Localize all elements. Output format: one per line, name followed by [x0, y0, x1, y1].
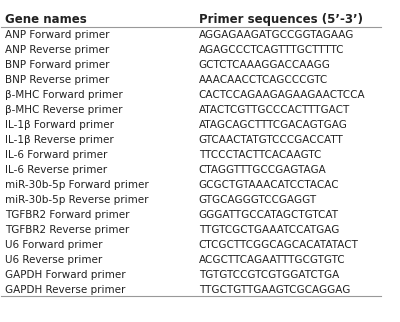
- Text: ANP Forward primer: ANP Forward primer: [5, 30, 110, 40]
- Text: Gene names: Gene names: [5, 13, 87, 25]
- Text: CACTCCAGAAGAGAAGAACTCCA: CACTCCAGAAGAGAAGAACTCCA: [199, 90, 365, 100]
- Text: ACGCTTCAGAATTTGCGTGTC: ACGCTTCAGAATTTGCGTGTC: [199, 255, 345, 265]
- Text: β-MHC Forward primer: β-MHC Forward primer: [5, 90, 123, 100]
- Text: GAPDH Forward primer: GAPDH Forward primer: [5, 270, 126, 280]
- Text: TGFBR2 Reverse primer: TGFBR2 Reverse primer: [5, 225, 130, 235]
- Text: U6 Reverse primer: U6 Reverse primer: [5, 255, 102, 265]
- Text: ATACTCGTTGCCCACTTTGACT: ATACTCGTTGCCCACTTTGACT: [199, 105, 350, 115]
- Text: ATAGCAGCTTTCGACAGTGAG: ATAGCAGCTTTCGACAGTGAG: [199, 120, 348, 130]
- Text: Primer sequences (5’-3’): Primer sequences (5’-3’): [199, 13, 363, 25]
- Text: AGAGCCCTCAGTTTGCTTTTC: AGAGCCCTCAGTTTGCTTTTC: [199, 45, 344, 55]
- Text: miR-30b-5p Reverse primer: miR-30b-5p Reverse primer: [5, 195, 149, 205]
- Text: IL-1β Forward primer: IL-1β Forward primer: [5, 120, 114, 130]
- Text: IL-6 Reverse primer: IL-6 Reverse primer: [5, 165, 107, 175]
- Text: TTGTCGCTGAAATCCATGAG: TTGTCGCTGAAATCCATGAG: [199, 225, 339, 235]
- Text: β-MHC Reverse primer: β-MHC Reverse primer: [5, 105, 123, 115]
- Text: U6 Forward primer: U6 Forward primer: [5, 240, 103, 250]
- Text: TTGCTGTTGAAGTCGCAGGAG: TTGCTGTTGAAGTCGCAGGAG: [199, 285, 350, 295]
- Text: GCGCTGTAAACATCCTACAC: GCGCTGTAAACATCCTACAC: [199, 180, 339, 190]
- Text: IL-6 Forward primer: IL-6 Forward primer: [5, 150, 108, 160]
- Text: GGGATTGCCATAGCTGTCAT: GGGATTGCCATAGCTGTCAT: [199, 210, 339, 220]
- Text: CTAGGTTTGCCGAGTAGA: CTAGGTTTGCCGAGTAGA: [199, 165, 326, 175]
- Text: TGTGTCCGTCGTGGATCTGA: TGTGTCCGTCGTGGATCTGA: [199, 270, 339, 280]
- Text: AGGAGAAGATGCCGGTAGAAG: AGGAGAAGATGCCGGTAGAAG: [199, 30, 354, 40]
- Text: IL-1β Reverse primer: IL-1β Reverse primer: [5, 135, 114, 145]
- Text: miR-30b-5p Forward primer: miR-30b-5p Forward primer: [5, 180, 149, 190]
- Text: GTCAACTATGTCCCGACCATT: GTCAACTATGTCCCGACCATT: [199, 135, 344, 145]
- Text: BNP Forward primer: BNP Forward primer: [5, 60, 110, 70]
- Text: ANP Reverse primer: ANP Reverse primer: [5, 45, 110, 55]
- Text: GTGCAGGGTCCGAGGT: GTGCAGGGTCCGAGGT: [199, 195, 317, 205]
- Text: CTCGCTTCGGCAGCACATATACT: CTCGCTTCGGCAGCACATATACT: [199, 240, 358, 250]
- Text: TTCCCTACTTCACAAGTC: TTCCCTACTTCACAAGTC: [199, 150, 321, 160]
- Text: GAPDH Reverse primer: GAPDH Reverse primer: [5, 285, 126, 295]
- Text: BNP Reverse primer: BNP Reverse primer: [5, 75, 110, 85]
- Text: GCTCTCAAAGGACCAAGG: GCTCTCAAAGGACCAAGG: [199, 60, 330, 70]
- Text: TGFBR2 Forward primer: TGFBR2 Forward primer: [5, 210, 130, 220]
- Text: AAACAACCTCAGCCCGTC: AAACAACCTCAGCCCGTC: [199, 75, 328, 85]
